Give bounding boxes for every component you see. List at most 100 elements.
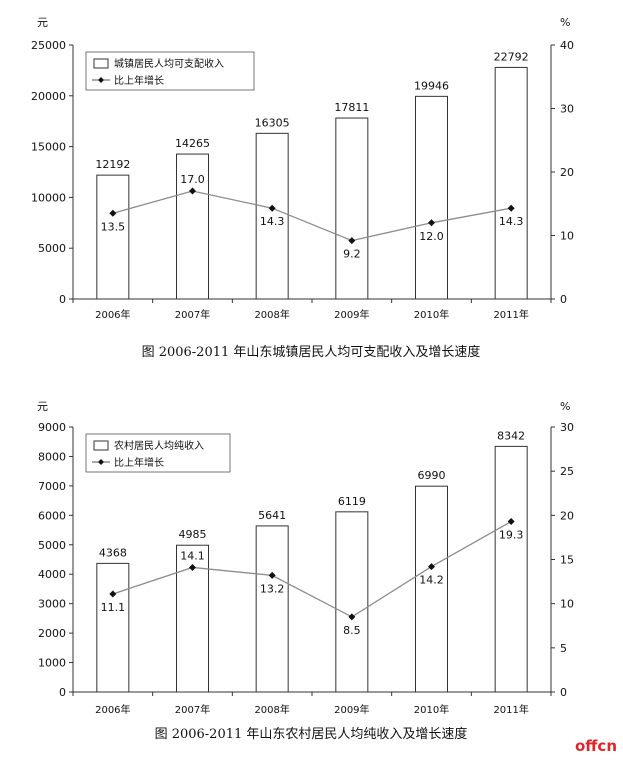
chart1-bar-label: 16305 <box>255 116 290 129</box>
chart2-ytick-label: 2000 <box>38 627 66 640</box>
chart2-xtick-label: 2007年 <box>175 703 210 716</box>
chart1-growth-point <box>428 219 435 227</box>
chart1-bar <box>176 153 209 300</box>
chart2-ytick-label: 7000 <box>38 480 66 493</box>
chart2-y2tick-label: 30 <box>560 421 574 434</box>
chart2-growth-label: 11.1 <box>101 601 126 614</box>
chart2-xtick-label: 2011年 <box>493 703 528 716</box>
chart2-ytick-label: 4000 <box>38 568 66 581</box>
chart1-growth-point <box>268 204 276 212</box>
chart2-ylabel: 元 <box>37 400 48 413</box>
chart2-bar <box>255 525 289 693</box>
chart2-y2tick-label: 5 <box>560 642 567 655</box>
chart1-xtick-label: 2011年 <box>493 308 528 321</box>
chart1-bar <box>255 132 289 300</box>
chart2-bar-label: 6119 <box>338 495 366 508</box>
chart1-xtick-label: 2010年 <box>414 308 449 321</box>
chart1-growth-point <box>507 204 515 212</box>
chart1-growth-label: 13.5 <box>101 220 126 233</box>
chart1-xtick-label: 2008年 <box>254 308 289 321</box>
chart2-legend-bar-label: 农村居民人均纯收入 <box>114 439 204 452</box>
chart2-y2tick-label: 25 <box>560 465 574 478</box>
chart1-bar <box>415 95 448 300</box>
chart1-legend-line-marker <box>98 77 104 83</box>
chart2-growth-point <box>348 613 356 621</box>
chart1-legend-bar-swatch <box>93 58 109 69</box>
chart2-y2tick-label: 0 <box>560 686 567 699</box>
chart1-ytick-label: 10000 <box>31 191 66 204</box>
chart2-ytick-label: 1000 <box>38 657 66 670</box>
chart2-xtick-label: 2006年 <box>95 703 130 716</box>
chart1-y2tick-label: 0 <box>560 293 567 306</box>
chart2-legend-bar-swatch <box>93 440 109 451</box>
chart2-y2label: % <box>560 400 570 413</box>
chart1-bar <box>494 66 528 300</box>
chart1-ytick-label: 5000 <box>38 242 66 255</box>
chart1-ytick-label: 20000 <box>31 90 66 103</box>
chart2-growth-label: 14.1 <box>180 549 205 562</box>
chart1-bar-label: 17811 <box>334 101 369 114</box>
chart1-growth-label: 14.3 <box>499 215 524 228</box>
chart2-growth-label: 13.2 <box>260 582 285 595</box>
chart2-caption: 图 2006-2011 年山东农村居民人均纯收入及增长速度 <box>155 726 468 742</box>
chart2-legend-line-marker <box>98 459 104 465</box>
chart2-ytick-label: 3000 <box>38 598 66 611</box>
chart2-y2tick-label: 10 <box>560 598 574 611</box>
chart1-growth-point <box>189 187 196 195</box>
chart1-ytick-label: 0 <box>59 293 66 306</box>
chart1-y2tick-label: 20 <box>560 166 574 179</box>
chart2-ytick-label: 8000 <box>38 450 66 463</box>
chart1-growth-line <box>112 190 512 242</box>
chart2-growth-point <box>109 590 117 598</box>
chart1-bar-label: 12192 <box>95 158 130 171</box>
chart1-ytick-label: 15000 <box>31 141 66 154</box>
chart1-growth-point <box>348 237 356 245</box>
chart1-bar <box>335 117 369 300</box>
chart2-y2tick-label: 15 <box>560 554 574 567</box>
chart2-bar-label: 4368 <box>99 546 127 559</box>
chart1-xtick-label: 2009年 <box>334 308 369 321</box>
chart2-ytick-label: 6000 <box>38 509 66 522</box>
chart2-ytick-label: 9000 <box>38 421 66 434</box>
chart2-growth-label: 14.2 <box>419 574 444 587</box>
chart2-bar <box>494 445 528 693</box>
chart1-growth-label: 9.2 <box>343 248 361 261</box>
chart1-bar-label: 19946 <box>414 79 449 92</box>
chart2-growth-line <box>112 520 512 618</box>
chart2-growth-label: 19.3 <box>499 529 524 542</box>
chart2-bar-label: 8342 <box>497 429 525 442</box>
chart2-growth-point <box>268 571 276 579</box>
chart2-bar-label: 6990 <box>418 469 446 482</box>
chart1-caption: 图 2006-2011 年山东城镇居民人均可支配收入及增长速度 <box>142 344 481 360</box>
chart2-bar <box>415 485 448 693</box>
chart1-y2tick-label: 10 <box>560 230 574 243</box>
chart1-xtick-label: 2007年 <box>175 308 210 321</box>
chart2-ytick-label: 0 <box>59 686 66 699</box>
chart1-growth-label: 12.0 <box>419 230 444 243</box>
chart1-growth-label: 17.0 <box>180 173 205 186</box>
chart2-ytick-label: 5000 <box>38 539 66 552</box>
chart2-growth-label: 8.5 <box>343 624 361 637</box>
chart2-bar-label: 4985 <box>179 528 207 541</box>
chart1-ytick-label: 25000 <box>31 39 66 52</box>
chart1-legend-line-label: 比上年增长 <box>114 74 164 87</box>
chart1-xtick-label: 2006年 <box>95 308 130 321</box>
chart2-growth-point <box>189 563 196 571</box>
chart2-growth-point <box>507 518 515 526</box>
chart2-xtick-label: 2009年 <box>334 703 369 716</box>
chart1-y2tick-label: 40 <box>560 39 574 52</box>
chart2-growth-point <box>428 563 435 571</box>
chart1-growth-point <box>109 209 117 217</box>
offcn-watermark: offcn <box>575 737 617 755</box>
watermark-text: offcn <box>574 737 617 755</box>
chart2-bar <box>335 511 369 693</box>
chart1-bar <box>96 174 130 300</box>
chart2-bar-label: 5641 <box>258 509 286 522</box>
chart1-growth-label: 14.3 <box>260 215 285 228</box>
chart1-legend-box <box>85 51 255 91</box>
chart2-legend-box <box>85 433 231 473</box>
chart1-legend-bar-label: 城镇居民人均可支配收入 <box>114 57 224 70</box>
chart1-y2label: % <box>560 16 570 29</box>
chart1-y2tick-label: 30 <box>560 103 574 116</box>
